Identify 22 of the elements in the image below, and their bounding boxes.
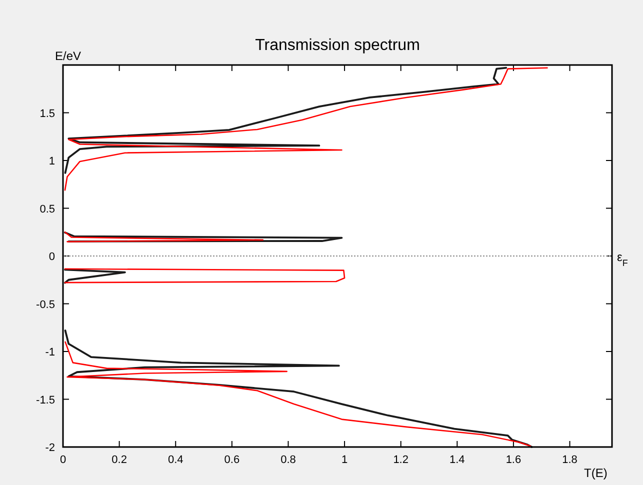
chart-title: Transmission spectrum: [255, 37, 420, 54]
x-tick-label: 1: [341, 454, 348, 466]
x-axis-title: T(E): [584, 466, 608, 480]
y-tick-label: 0.5: [40, 203, 55, 216]
x-tick-label: 1.6: [506, 454, 522, 466]
x-tick-label: 0.8: [280, 454, 296, 466]
x-tick-label: 1.2: [393, 454, 408, 466]
y-axis-title: E/eV: [55, 49, 82, 63]
y-tick-label: -2: [45, 442, 55, 454]
x-tick-label: 0: [60, 454, 66, 466]
y-tick-label: 0: [48, 251, 55, 263]
y-tick-label: -0.5: [36, 298, 55, 311]
x-tick-label: 1.4: [450, 454, 465, 466]
y-tick-label: 1.5: [40, 108, 55, 120]
ref-line-label: ε$_{F}$: [617, 250, 628, 268]
y-tick-label: -1: [45, 346, 55, 358]
y-tick-label: 1: [48, 156, 55, 168]
x-tick-label: 0.6: [224, 454, 240, 466]
x-tick-label: 0.4: [168, 454, 184, 466]
y-tick-label: -1.5: [36, 394, 55, 406]
x-tick-label: 0.2: [112, 454, 127, 466]
x-tick-label: 1.8: [562, 454, 578, 466]
